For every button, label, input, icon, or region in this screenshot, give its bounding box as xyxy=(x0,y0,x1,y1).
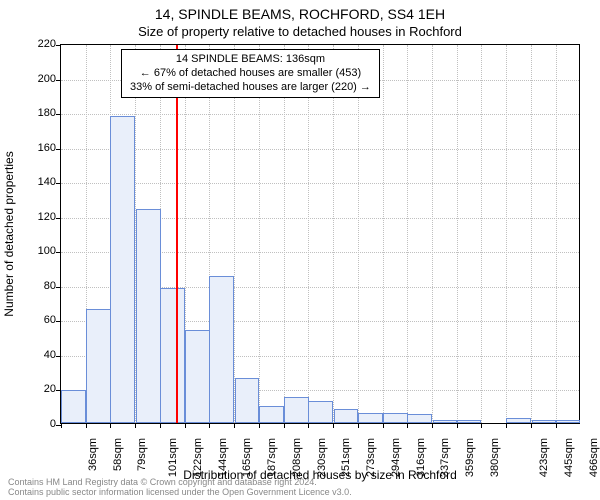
histogram-bar xyxy=(284,397,309,423)
x-tickmark xyxy=(160,423,161,428)
y-axis-label: Number of detached properties xyxy=(2,151,16,316)
x-tickmark xyxy=(481,423,482,428)
x-tickmark xyxy=(358,423,359,428)
y-tickmark xyxy=(56,321,61,322)
x-tickmark xyxy=(432,423,433,428)
histogram-bar xyxy=(61,390,86,423)
histogram-bar xyxy=(308,401,333,423)
annotation-line3: 33% of semi-detached houses are larger (… xyxy=(130,81,371,95)
x-tickmark xyxy=(259,423,260,428)
x-tick-label: 466sqm xyxy=(588,438,600,477)
x-tickmark xyxy=(407,423,408,428)
x-tickmark xyxy=(457,423,458,428)
gridline-vertical xyxy=(333,45,334,423)
y-tick-label: 200 xyxy=(16,73,56,85)
x-tick-label: 36sqm xyxy=(87,438,99,471)
gridline-vertical xyxy=(481,45,482,423)
x-tickmark xyxy=(383,423,384,428)
chart-figure: 14, SPINDLE BEAMS, ROCHFORD, SS4 1EH Siz… xyxy=(0,0,600,500)
y-tick-label: 40 xyxy=(16,349,56,361)
x-tickmark xyxy=(308,423,309,428)
histogram-bar xyxy=(457,420,482,423)
histogram-bar xyxy=(110,116,135,423)
y-tickmark xyxy=(56,356,61,357)
y-tick-label: 140 xyxy=(16,176,56,188)
y-tick-label: 160 xyxy=(16,142,56,154)
x-tickmark xyxy=(110,423,111,428)
y-tick-label: 180 xyxy=(16,107,56,119)
histogram-bar xyxy=(86,309,111,423)
title-sub: Size of property relative to detached ho… xyxy=(0,24,600,39)
histogram-bar xyxy=(334,409,359,423)
x-tickmark xyxy=(61,423,62,428)
y-tick-label: 0 xyxy=(16,418,56,430)
y-tick-label: 60 xyxy=(16,314,56,326)
gridline-vertical xyxy=(432,45,433,423)
gridline-vertical xyxy=(556,45,557,423)
annotation-box: 14 SPINDLE BEAMS: 136sqm← 67% of detache… xyxy=(121,49,380,98)
histogram-bar xyxy=(185,330,210,423)
gridline-vertical xyxy=(308,45,309,423)
x-tickmark xyxy=(333,423,334,428)
x-tickmark xyxy=(284,423,285,428)
x-tick-label: 79sqm xyxy=(137,438,149,471)
x-tickmark xyxy=(531,423,532,428)
reference-line xyxy=(176,45,178,423)
x-tickmark xyxy=(506,423,507,428)
gridline-horizontal xyxy=(61,149,579,150)
gridline-vertical xyxy=(531,45,532,423)
y-tickmark xyxy=(56,114,61,115)
annotation-line2: ← 67% of detached houses are smaller (45… xyxy=(130,67,371,81)
y-tick-label: 120 xyxy=(16,211,56,223)
x-tick-label: 58sqm xyxy=(112,438,124,471)
histogram-bar xyxy=(209,276,234,423)
gridline-vertical xyxy=(358,45,359,423)
y-tickmark xyxy=(56,252,61,253)
gridline-vertical xyxy=(259,45,260,423)
gridline-vertical xyxy=(234,45,235,423)
plot-area: 14 SPINDLE BEAMS: 136sqm← 67% of detache… xyxy=(60,44,580,424)
histogram-bar xyxy=(532,420,557,423)
x-tickmark xyxy=(556,423,557,428)
histogram-bar xyxy=(506,418,531,423)
histogram-bar xyxy=(358,413,383,423)
gridline-horizontal xyxy=(61,114,579,115)
y-tick-label: 80 xyxy=(16,280,56,292)
footer-line-2: Contains public sector information licen… xyxy=(8,488,352,498)
histogram-bar xyxy=(433,420,458,423)
gridline-vertical xyxy=(284,45,285,423)
histogram-bar xyxy=(235,378,260,423)
y-tickmark xyxy=(56,149,61,150)
x-tickmark xyxy=(185,423,186,428)
x-tickmark xyxy=(209,423,210,428)
x-tickmark xyxy=(86,423,87,428)
footer-attribution: Contains HM Land Registry data © Crown c… xyxy=(8,478,352,498)
histogram-bar xyxy=(136,209,161,423)
y-tickmark xyxy=(56,183,61,184)
histogram-bar xyxy=(160,288,185,423)
y-tickmark xyxy=(56,80,61,81)
histogram-bar xyxy=(383,413,408,423)
x-tickmark xyxy=(234,423,235,428)
histogram-bar xyxy=(407,414,432,423)
annotation-line1: 14 SPINDLE BEAMS: 136sqm xyxy=(130,53,371,67)
gridline-horizontal xyxy=(61,183,579,184)
gridline-vertical xyxy=(383,45,384,423)
x-tickmark xyxy=(135,423,136,428)
histogram-bar xyxy=(556,420,581,423)
y-tick-label: 100 xyxy=(16,245,56,257)
y-tickmark xyxy=(56,45,61,46)
title-main: 14, SPINDLE BEAMS, ROCHFORD, SS4 1EH xyxy=(0,6,600,22)
gridline-vertical xyxy=(506,45,507,423)
y-tick-label: 20 xyxy=(16,383,56,395)
y-tickmark xyxy=(56,218,61,219)
histogram-bar xyxy=(259,406,284,423)
y-tick-label: 220 xyxy=(16,38,56,50)
gridline-vertical xyxy=(407,45,408,423)
gridline-vertical xyxy=(457,45,458,423)
y-tickmark xyxy=(56,287,61,288)
